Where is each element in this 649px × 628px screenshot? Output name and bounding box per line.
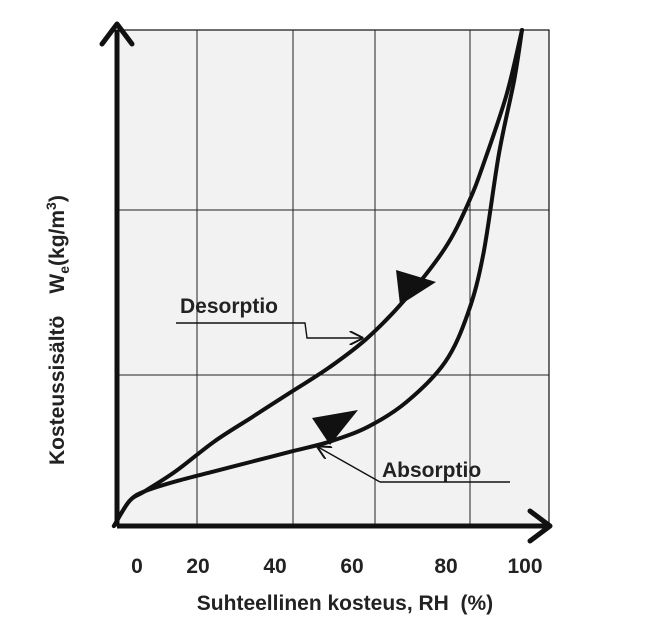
absorptio-direction-arrow xyxy=(312,410,358,445)
x-tick-label: 60 xyxy=(340,555,363,578)
y-axis-unit-close: ) xyxy=(46,195,69,202)
series-line-absorptio xyxy=(111,28,524,528)
y-axis-label: Kosteussisältö We(kg/m3) xyxy=(43,195,72,465)
y-axis-subscript: e xyxy=(56,266,72,274)
axes xyxy=(99,21,553,544)
absorptio-leader-line xyxy=(318,447,381,483)
desorptio-direction-arrow xyxy=(396,270,436,305)
x-axis-arrow xyxy=(527,508,553,544)
x-tick-labels: 0 20 40 60 80 100 xyxy=(131,555,542,578)
y-axis-unit-sup: 3 xyxy=(43,202,59,210)
desorptio-label: Desorptio xyxy=(180,295,278,318)
desorptio-leader-line xyxy=(176,322,362,338)
x-tick-label: 100 xyxy=(507,555,542,578)
y-axis-unit-open: (kg/m xyxy=(46,210,69,266)
absorptio-label: Absorptio xyxy=(382,459,481,482)
series-layer xyxy=(111,28,524,528)
x-tick-label: 20 xyxy=(186,555,209,578)
x-tick-label: 0 xyxy=(131,555,143,578)
y-axis-symbol: W xyxy=(46,274,69,294)
grid-lines xyxy=(117,30,549,526)
x-tick-label: 40 xyxy=(263,555,286,578)
y-axis-arrow xyxy=(99,21,135,47)
series-line-desorptio xyxy=(111,28,524,528)
x-tick-label: 80 xyxy=(434,555,457,578)
y-axis-label-text: Kosteussisältö xyxy=(46,316,69,465)
plot-area xyxy=(116,29,550,527)
x-axis-label: Suhteellinen kosteus, RH (%) xyxy=(197,592,493,615)
